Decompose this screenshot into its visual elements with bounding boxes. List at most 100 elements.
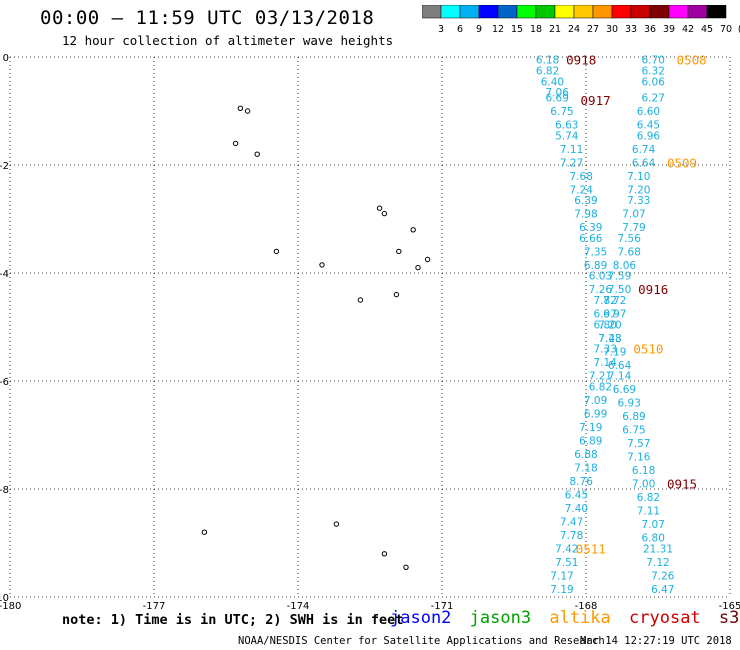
colorbar-label: 3 xyxy=(438,24,444,35)
footer-note: note: 1) Time is in UTC; 2) SWH is in fe… xyxy=(62,612,404,628)
wave-height-value: 7.11 xyxy=(560,144,583,156)
wave-height-value: 6.39 xyxy=(579,222,602,234)
wave-height-value: 21.31 xyxy=(643,543,673,555)
colorbar-swatch xyxy=(706,5,727,19)
wave-height-value: 7.82 xyxy=(594,295,617,307)
wave-height-value: 7.47 xyxy=(560,516,583,528)
x-tick-label: -177 xyxy=(143,601,166,612)
wave-height-value: 7.68 xyxy=(618,246,641,258)
wave-height-value: 7.12 xyxy=(646,557,669,569)
y-tick-label: -4 xyxy=(0,269,9,280)
wave-height-value: 7.20 xyxy=(598,319,621,331)
island-outline xyxy=(254,151,260,157)
wave-height-value: 6.97 xyxy=(603,309,626,321)
wave-height-value: 7.26 xyxy=(651,570,675,582)
colorbar-label: 42 xyxy=(682,24,694,35)
wave-height-value: 6.93 xyxy=(618,398,641,410)
colorbar-label: 45 xyxy=(701,24,713,35)
wave-height-value: 6.03 xyxy=(589,271,612,283)
y-tick-label: -6 xyxy=(0,377,9,388)
x-tick-label: -174 xyxy=(287,601,310,612)
wave-height-value: 7.17 xyxy=(550,570,573,582)
island-outline xyxy=(393,291,400,298)
wave-height-value: 6.66 xyxy=(579,233,603,245)
wave-height-value: 6.27 xyxy=(642,93,665,105)
colorbar-label: 18 xyxy=(530,24,542,35)
wave-height-value: 6.96 xyxy=(637,130,661,142)
wave-height-value: 7.21 xyxy=(589,371,612,383)
wave-height-value: 6.45 xyxy=(565,489,588,501)
wave-height-value: 6.70 xyxy=(642,55,665,67)
wave-height-value: 6.18 xyxy=(536,55,559,67)
island-outline xyxy=(424,256,431,263)
island-outline xyxy=(396,248,402,255)
wave-height-value: 7.98 xyxy=(574,209,597,221)
wave-height-value: 7.19 xyxy=(579,422,602,434)
sat-jason2: jason2 xyxy=(390,608,452,628)
wave-height-value: 8.06 xyxy=(613,260,637,272)
wave-height-value: 6.75 xyxy=(622,425,645,437)
colorbar-label: 30 xyxy=(606,24,618,35)
wave-height-value: 7.42 xyxy=(555,543,578,555)
wave-height-value: 7.40 xyxy=(565,503,588,515)
wave-height-value: 7.16 xyxy=(627,452,651,464)
wave-height-value: 6.69 xyxy=(613,384,636,396)
sat-altika: altika xyxy=(549,608,611,628)
wave-height-value: 7.07 xyxy=(622,209,645,221)
chart-subtitle: 12 hour collection of altimeter wave hei… xyxy=(62,33,394,48)
wave-height-value: 7.00 xyxy=(632,479,655,491)
wave-height-value: 7.57 xyxy=(627,438,650,450)
wave-height-value: 6.88 xyxy=(574,449,597,461)
pass-time-label: 0508 xyxy=(677,53,707,68)
pass-time-label: 0918 xyxy=(566,53,596,68)
x-tick-label: -168 xyxy=(575,601,598,612)
wave-height-value: 6.63 xyxy=(555,120,578,132)
island-outline xyxy=(232,140,239,147)
wave-height-value: 6.89 xyxy=(584,260,607,272)
wave-height-value: 7.33 xyxy=(594,344,617,356)
colorbar-label: 6 xyxy=(457,24,463,35)
wave-height-value: 7.20 xyxy=(627,184,650,196)
wave-height-value: 7.50 xyxy=(608,284,631,296)
wave-height-value: 6.82 xyxy=(589,381,612,393)
wave-height-value: 6.60 xyxy=(637,106,660,118)
y-tick-label: -8 xyxy=(0,485,9,496)
pass-time-label: 0509 xyxy=(667,155,697,170)
wave-height-value: 7.51 xyxy=(555,557,578,569)
pass-time-label: 0915 xyxy=(667,477,697,492)
wave-height-value: 7.26 xyxy=(589,284,613,296)
wave-height-value: 7.14 xyxy=(608,371,632,383)
island-outline xyxy=(333,521,340,527)
island-outline xyxy=(376,205,383,211)
x-tick-label: -165 xyxy=(719,601,740,612)
x-tick-label: -171 xyxy=(431,601,454,612)
wave-height-value: 7.72 xyxy=(603,295,626,307)
wave-height-value: 7.24 xyxy=(570,184,594,196)
sat-s3a: s3a xyxy=(718,608,740,628)
pass-time-label: 0916 xyxy=(638,282,668,297)
island-outline xyxy=(403,564,409,570)
wave-height-value: 6.82 xyxy=(637,492,660,504)
wave-height-value: 7.18 xyxy=(574,462,597,474)
wave-height-value: 7.11 xyxy=(637,506,660,518)
wave-height-value: 6.47 xyxy=(651,584,674,596)
colorbar-label: 33 xyxy=(625,24,637,35)
island-outline xyxy=(244,108,251,114)
wave-height-value: 7.48 xyxy=(598,333,621,345)
colorbar-label: 39 xyxy=(663,24,675,35)
chart-title: 00:00 – 11:59 UTC 03/13/2018 xyxy=(40,7,375,29)
wave-height-value: 7.56 xyxy=(618,233,642,245)
island-outline xyxy=(381,210,388,217)
y-tick-label: 0 xyxy=(3,53,9,64)
wave-height-value: 6.89 xyxy=(579,435,602,447)
sat-jason3: jason3 xyxy=(469,608,532,628)
footer-credit: NOAA/NESDIS Center for Satellite Applica… xyxy=(238,635,605,647)
colorbar-label: (ft) xyxy=(738,24,740,35)
island-outline xyxy=(319,262,325,268)
wave-height-value: 6.89 xyxy=(622,411,645,423)
wave-height-value: 6.64 xyxy=(608,360,632,372)
island-outline xyxy=(410,227,416,233)
wave-height-value: 6.75 xyxy=(550,106,573,118)
